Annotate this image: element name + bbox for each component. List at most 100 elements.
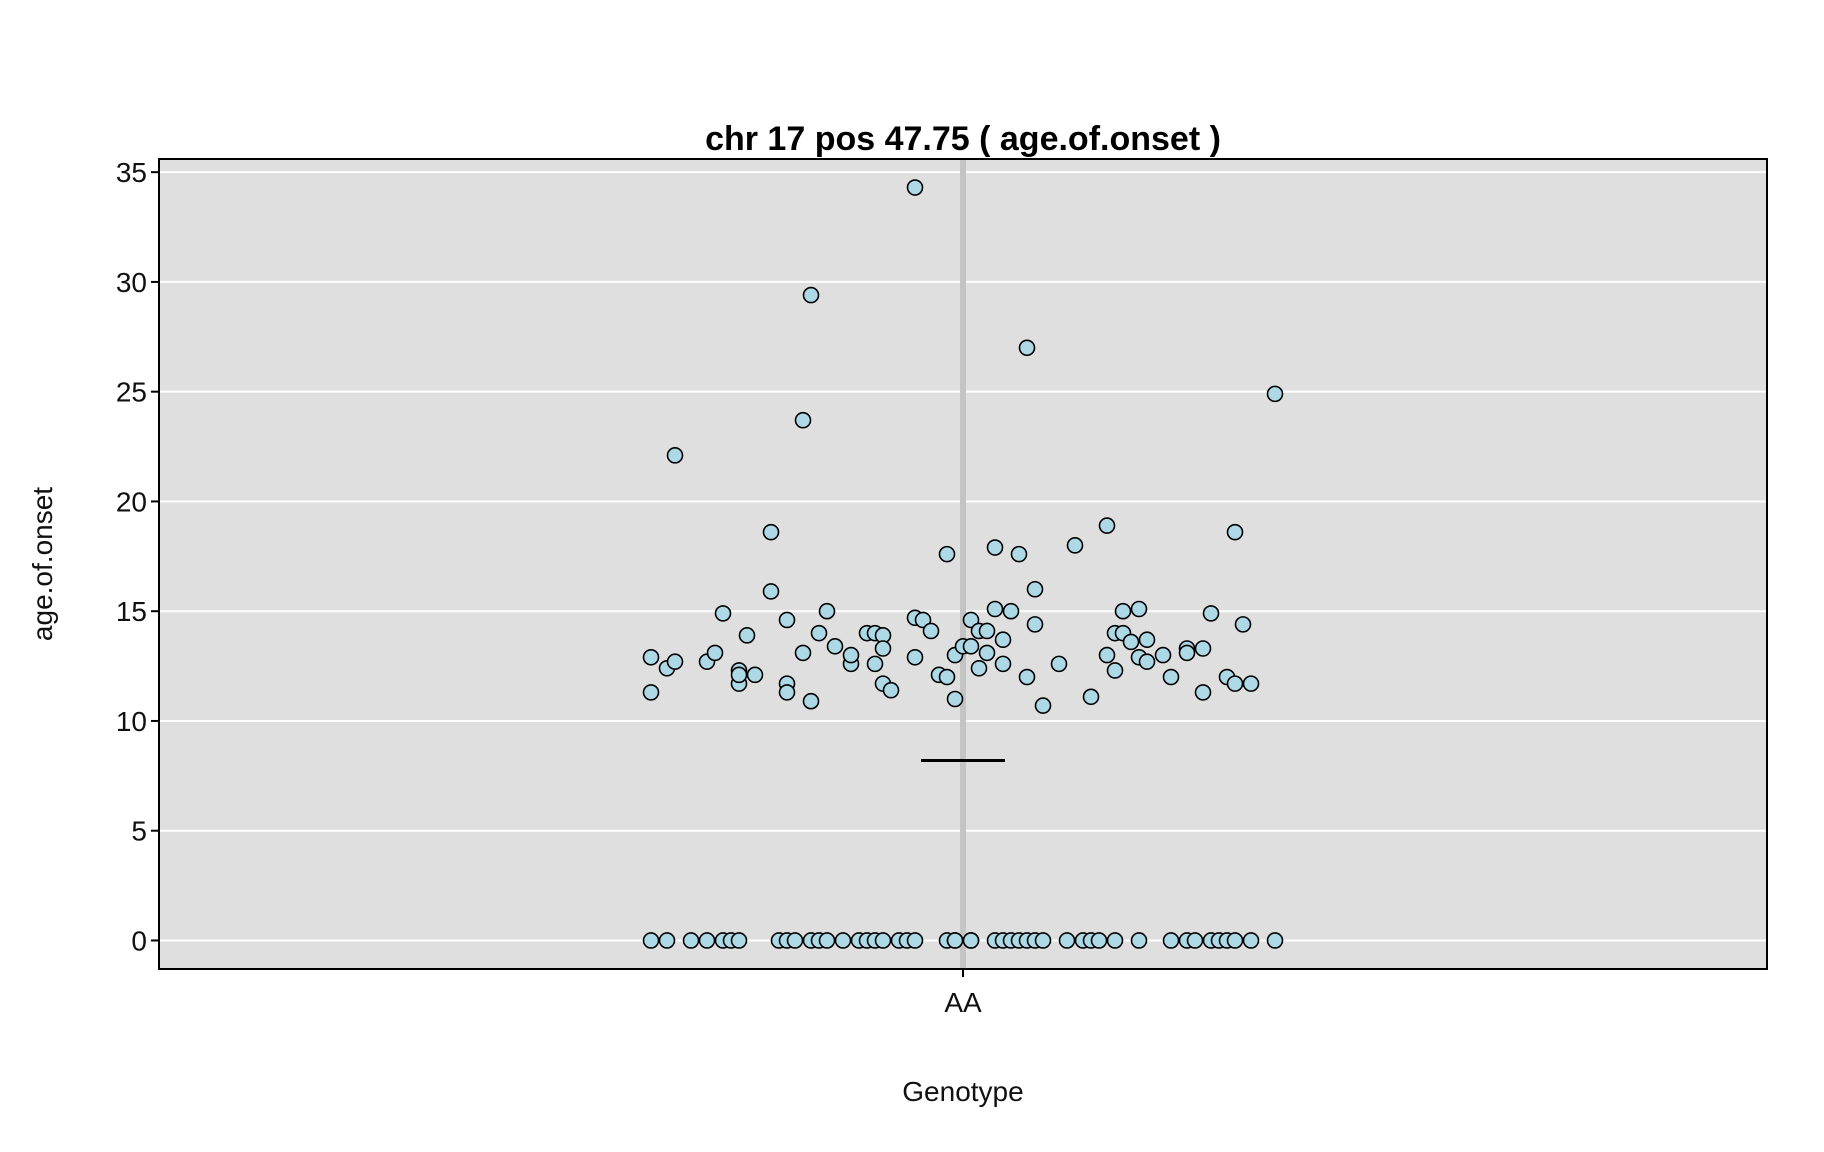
data-point: [1010, 545, 1028, 563]
data-point: [1082, 688, 1100, 706]
data-point: [746, 666, 764, 684]
data-point: [682, 932, 700, 949]
data-point: [866, 655, 884, 673]
data-point: [802, 692, 820, 710]
data-point: [1018, 668, 1036, 686]
data-point: [818, 932, 836, 949]
y-axis-ticks: 0 5 10 15 20 25 30 35: [116, 157, 964, 977]
data-point: [762, 583, 780, 600]
data-point: [1194, 684, 1212, 701]
data-point: [874, 932, 892, 949]
data-point: [1202, 605, 1220, 622]
data-point: [1130, 600, 1148, 618]
data-point: [1018, 339, 1036, 357]
data-point: [946, 932, 964, 949]
data-point: [1090, 932, 1108, 949]
data-point: [1162, 932, 1180, 949]
data-point: [794, 644, 812, 662]
y-tick-label: 10: [116, 706, 147, 737]
data-point: [978, 644, 996, 662]
data-point: [818, 602, 836, 620]
data-point: [906, 648, 924, 666]
data-point: [730, 932, 748, 949]
data-point: [1034, 932, 1052, 949]
data-point: [802, 286, 820, 304]
data-point: [706, 644, 724, 662]
data-point: [1178, 644, 1196, 662]
data-point: [666, 447, 684, 464]
data-point: [698, 932, 716, 949]
data-point: [922, 622, 940, 640]
data-point: [738, 627, 756, 644]
data-point: [714, 605, 732, 622]
data-point: [1242, 932, 1260, 949]
data-point: [978, 622, 996, 640]
data-point: [938, 668, 956, 686]
data-point: [1106, 932, 1124, 949]
data-point: [986, 600, 1004, 618]
data-point: [1234, 616, 1252, 633]
y-tick-label: 35: [116, 157, 147, 188]
x-tick-label: AA: [944, 987, 982, 1018]
data-point: [730, 666, 748, 684]
data-point: [666, 653, 684, 670]
data-point: [906, 179, 924, 196]
data-point: [1242, 675, 1260, 692]
data-point: [962, 932, 980, 949]
data-point: [810, 624, 828, 642]
y-tick-label: 25: [116, 377, 147, 408]
chart-title: chr 17 pos 47.75 ( age.of.onset ): [705, 120, 1221, 158]
data-point: [1266, 385, 1284, 403]
data-point: [1162, 668, 1180, 686]
data-point: [778, 611, 796, 629]
data-point: [642, 932, 660, 949]
data-point: [962, 611, 980, 629]
data-point: [946, 690, 964, 708]
data-point: [1130, 932, 1148, 949]
y-tick-label: 30: [116, 267, 147, 298]
data-point: [762, 523, 780, 541]
data-point: [658, 932, 676, 949]
data-point: [1154, 646, 1172, 664]
data-point: [1186, 932, 1204, 949]
y-axis-label: age.of.onset: [27, 487, 58, 641]
y-tick-label: 5: [131, 816, 147, 847]
data-point: [1226, 675, 1244, 692]
data-point: [1026, 616, 1044, 633]
data-point: [1122, 633, 1140, 651]
data-point: [1002, 602, 1020, 620]
data-point: [786, 932, 804, 949]
data-point: [842, 646, 860, 664]
data-point: [1266, 932, 1284, 949]
data-point: [994, 631, 1012, 649]
data-point: [826, 638, 844, 655]
data-point: [914, 611, 932, 629]
y-tick-label: 15: [116, 596, 147, 627]
data-point: [986, 539, 1004, 556]
data-point: [1106, 662, 1124, 679]
data-point: [1138, 631, 1156, 649]
data-point: [1058, 932, 1076, 949]
data-point: [1114, 602, 1132, 620]
x-axis-label: Genotype: [902, 1076, 1023, 1107]
data-point: [1226, 523, 1244, 541]
data-point: [1138, 653, 1156, 670]
data-point: [1098, 646, 1116, 664]
data-point: [1226, 932, 1244, 949]
data-point: [1066, 537, 1084, 554]
data-point: [906, 932, 924, 949]
data-point: [1026, 580, 1044, 598]
data-point: [1034, 697, 1052, 714]
data-point: [1098, 517, 1116, 534]
data-point: [642, 648, 660, 666]
data-point: [1050, 655, 1068, 673]
data-point: [794, 411, 812, 429]
data-point: [994, 655, 1012, 673]
data-point: [642, 684, 660, 701]
data-point: [834, 932, 852, 949]
y-tick-label: 20: [116, 486, 147, 517]
data-point: [1194, 640, 1212, 657]
data-point: [874, 640, 892, 657]
data-point: [882, 681, 900, 699]
